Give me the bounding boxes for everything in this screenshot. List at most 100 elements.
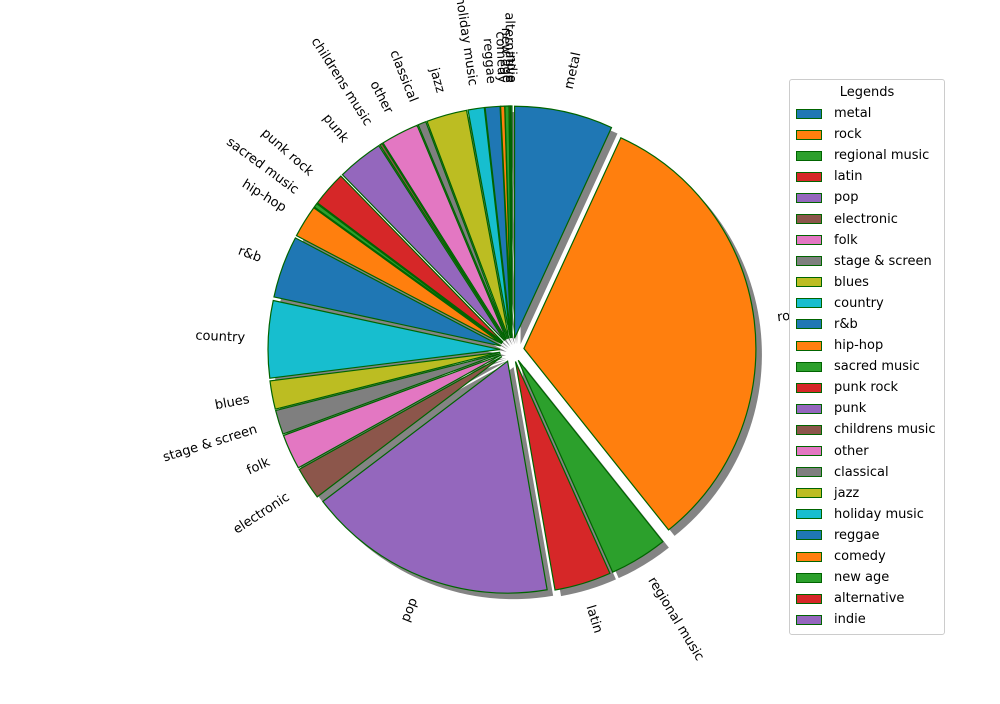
legend-swatch: [796, 214, 822, 225]
legend-label: new age: [834, 570, 890, 586]
legend-label: holiday music: [834, 506, 924, 522]
slice-country: [267, 299, 501, 379]
legend: Legends metal rock regional music latin pop e…: [789, 79, 945, 636]
slice-stage-screen: [274, 352, 501, 435]
slice-holiday-music: [467, 106, 511, 339]
legend-label: folk: [834, 232, 858, 248]
slice-label-pop: pop: [398, 596, 421, 624]
legend-label: other: [834, 443, 869, 459]
legend-swatch: [796, 593, 822, 604]
legend-item-hip-hop: hip-hop: [796, 335, 938, 356]
legend-item-country: country: [796, 293, 938, 314]
legend-label: reggae: [834, 527, 880, 543]
legend-swatch: [796, 340, 822, 351]
legend-label: punk: [834, 401, 867, 417]
legend-item-alternative: alternative: [796, 588, 938, 609]
legend-swatch: [796, 551, 822, 562]
slice-label-stage-screen: stage & screen: [161, 422, 259, 465]
legend-item-other: other: [796, 441, 938, 462]
legend-swatch: [796, 572, 822, 583]
legend-swatch: [796, 361, 822, 372]
legend-label: latin: [834, 169, 863, 185]
slice-regional-music: [517, 359, 664, 573]
legend-label: indie: [834, 612, 866, 628]
legend-swatch: [796, 382, 822, 393]
legend-label: blues: [834, 274, 869, 290]
slice-label-metal: metal: [562, 51, 585, 91]
legend-item-pop: pop: [796, 187, 938, 208]
legend-label: jazz: [834, 485, 860, 501]
legend-item-classical: classical: [796, 462, 938, 483]
slice-label-holiday-music: holiday music: [452, 0, 480, 87]
slice-blues: [269, 351, 501, 410]
legend-swatch: [796, 403, 822, 414]
legend-swatch: [796, 171, 822, 182]
slice-metal: [513, 105, 613, 339]
slice-label-r-b: r&b: [236, 244, 263, 266]
slice-label-classical: classical: [386, 48, 420, 104]
legend-item-rock: rock: [796, 124, 938, 145]
slice-rock: [523, 136, 757, 531]
slice-label-jazz: jazz: [426, 65, 448, 94]
slice-punk: [341, 144, 506, 342]
slice-label-reggae: reggae: [480, 38, 499, 85]
slice-label-folk: folk: [245, 455, 273, 479]
legend-label: childrens music: [834, 422, 936, 438]
slice-pop: [322, 360, 548, 594]
slice-r-b: [273, 237, 502, 347]
legend-item-blues: blues: [796, 272, 938, 293]
legend-swatch: [796, 256, 822, 267]
slice-label-country: country: [195, 328, 246, 345]
legend-swatch: [796, 614, 822, 625]
legend-swatch: [796, 509, 822, 520]
legend-swatch: [796, 446, 822, 457]
slice-childrens-music: [378, 142, 507, 341]
legend-label: r&b: [834, 316, 858, 332]
legend-label: hip-hop: [834, 338, 884, 354]
legend-swatch: [796, 235, 822, 246]
legend-label: regional music: [834, 148, 930, 164]
slice-latin: [514, 361, 611, 591]
legend-title: Legends: [839, 85, 895, 100]
legend-item-r-b: r&b: [796, 314, 938, 335]
legend-item-new-age: new age: [796, 567, 938, 588]
slice-label-comedy: comedy: [492, 31, 509, 84]
legend-item-regional-music: regional music: [796, 145, 938, 166]
slice-label-other: other: [366, 79, 396, 117]
legend-label: sacred music: [834, 359, 920, 375]
legend-item-comedy: comedy: [796, 546, 938, 567]
legend-item-jazz: jazz: [796, 483, 938, 504]
legend-item-punk-rock: punk rock: [796, 377, 938, 398]
legend-label: classical: [834, 464, 889, 480]
slice-label-indie: indie: [504, 51, 519, 83]
slice-folk: [282, 354, 502, 469]
slice-indie: [509, 105, 513, 339]
legend-swatch: [796, 319, 822, 330]
legend-item-holiday-music: holiday music: [796, 504, 938, 525]
slice-hip-hop: [295, 206, 503, 345]
legend-label: pop: [834, 190, 859, 206]
slices: [267, 105, 757, 594]
legend-item-indie: indie: [796, 609, 938, 630]
legend-item-reggae: reggae: [796, 525, 938, 546]
legend-swatch: [796, 129, 822, 140]
legend-label: stage & screen: [834, 253, 932, 269]
legend-swatch: [796, 108, 822, 119]
slice-electronic: [298, 356, 503, 498]
legend-item-punk: punk: [796, 398, 938, 419]
slice-label-new-age: new age: [498, 27, 514, 83]
slice-punk-rock: [316, 175, 504, 343]
legend-label: comedy: [834, 549, 886, 565]
slice-label-blues: blues: [214, 392, 251, 413]
legend-item-childrens-music: childrens music: [796, 419, 938, 440]
slice-sacred-music: [313, 202, 503, 344]
legend-swatch: [796, 298, 822, 309]
legend-item-stage-screen: stage & screen: [796, 251, 938, 272]
legend-item-latin: latin: [796, 166, 938, 187]
slice-jazz: [426, 109, 510, 339]
legend-label: metal: [834, 106, 872, 122]
slice-other: [382, 124, 508, 340]
legend-swatch: [796, 424, 822, 435]
legend-swatch: [796, 192, 822, 203]
